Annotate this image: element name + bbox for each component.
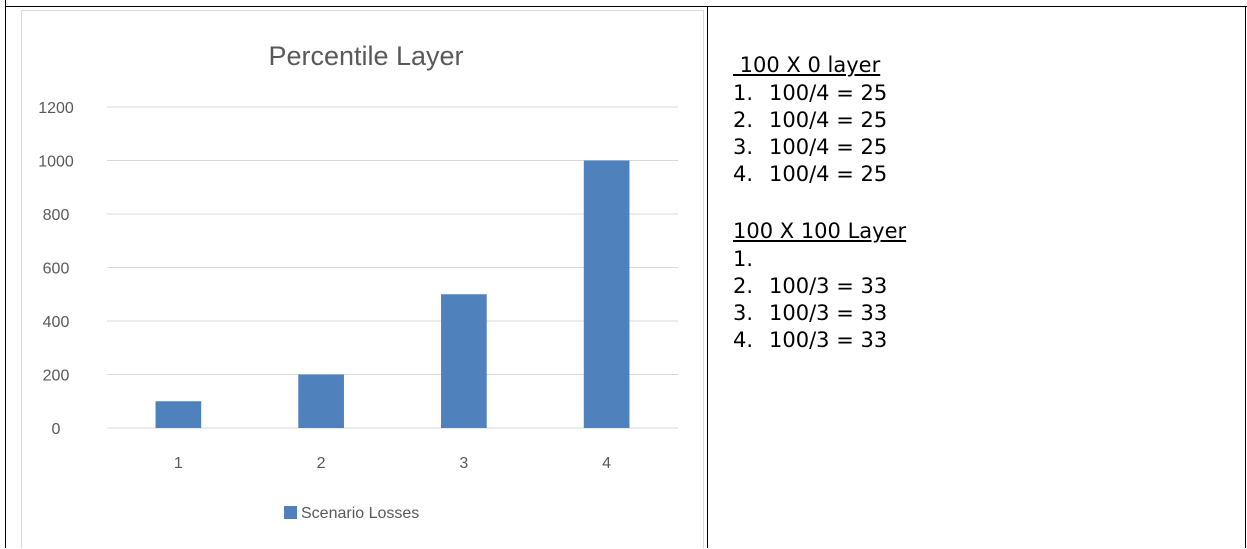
legend-swatch-scenario-losses — [284, 506, 297, 519]
y-tick-label: 800 — [43, 207, 70, 224]
bar[interactable] — [441, 294, 487, 428]
list-item: 2. 100/4 = 25 — [733, 107, 1233, 134]
x-tick-label: 1 — [174, 455, 183, 472]
bar[interactable] — [583, 160, 630, 429]
bar[interactable] — [155, 401, 202, 428]
layer-heading-100x0: 100 X 0 layer — [733, 53, 881, 77]
list-item-number: 3. — [733, 301, 754, 325]
grid-lines — [107, 106, 678, 429]
list-item-number: 2. — [733, 274, 754, 298]
table-border-middle — [707, 6, 708, 548]
x-tick-label: 3 — [459, 455, 468, 472]
list-item-text: 100/3 = 33 — [769, 301, 888, 325]
layer-heading-100x100: 100 X 100 Layer — [733, 219, 907, 243]
list-item-text: 100/3 = 33 — [769, 328, 888, 352]
y-tick-label: 0 — [52, 421, 61, 438]
bars — [155, 160, 630, 429]
list-item-number: 4. — [733, 162, 754, 186]
list-item: 1. — [733, 246, 1233, 273]
table-border-top — [5, 6, 1247, 7]
list-item: 4. 100/3 = 33 — [733, 327, 1233, 354]
chart-title: Percentile Layer — [268, 41, 463, 71]
list-item-text: 100/4 = 25 — [769, 108, 888, 132]
list-item-number: 3. — [733, 135, 754, 159]
list-item-number: 1. — [733, 247, 754, 271]
list-item-text: 100/4 = 25 — [769, 135, 888, 159]
list-item: 3. 100/4 = 25 — [733, 134, 1233, 161]
x-tick-label: 2 — [317, 455, 326, 472]
notes-panel: 100 X 0 layer 1. 100/4 = 25 2. 100/4 = 25 … — [733, 50, 1233, 354]
list-item-number: 1. — [733, 81, 754, 105]
layer-list-100x0: 1. 100/4 = 25 2. 100/4 = 25 3. 100/4 = 25 4… — [733, 80, 1233, 188]
y-tick-label: 200 — [43, 368, 70, 385]
list-item: 2. 100/3 = 33 — [733, 273, 1233, 300]
bar[interactable] — [298, 374, 344, 429]
layer-list-100x100: 1. 2. 100/3 = 33 3. 100/3 = 33 4. 100/3 = 3… — [733, 246, 1233, 354]
section-gap — [733, 188, 1233, 216]
legend: Scenario Losses — [284, 505, 419, 522]
bar-chart: Percentile Layer 0 200 400 600 800 1000 1200 1… — [38, 41, 678, 522]
chart-container[interactable]: Percentile Layer 0 200 400 600 800 1000 1200 1… — [21, 10, 704, 548]
y-tick-label: 1200 — [38, 100, 74, 117]
list-item: 4. 100/4 = 25 — [733, 161, 1233, 188]
legend-label-scenario-losses: Scenario Losses — [301, 505, 419, 522]
table-border-right — [1245, 6, 1246, 548]
list-item-number: 4. — [733, 328, 754, 352]
list-item-text: 100/4 = 25 — [769, 162, 888, 186]
y-tick-label: 1000 — [38, 154, 74, 171]
list-item: 3. 100/3 = 33 — [733, 300, 1233, 327]
list-item-number: 2. — [733, 108, 754, 132]
list-item-text: 100/4 = 25 — [769, 81, 888, 105]
y-tick-label: 400 — [43, 314, 70, 331]
y-axis-ticks: 0 200 400 600 800 1000 1200 — [38, 100, 74, 438]
x-axis-ticks: 1 2 3 4 — [174, 455, 611, 472]
list-item-text: 100/3 = 33 — [769, 274, 888, 298]
x-tick-label: 4 — [602, 455, 611, 472]
list-item: 1. 100/4 = 25 — [733, 80, 1233, 107]
table-border-left — [5, 0, 6, 548]
y-tick-label: 600 — [43, 261, 70, 278]
